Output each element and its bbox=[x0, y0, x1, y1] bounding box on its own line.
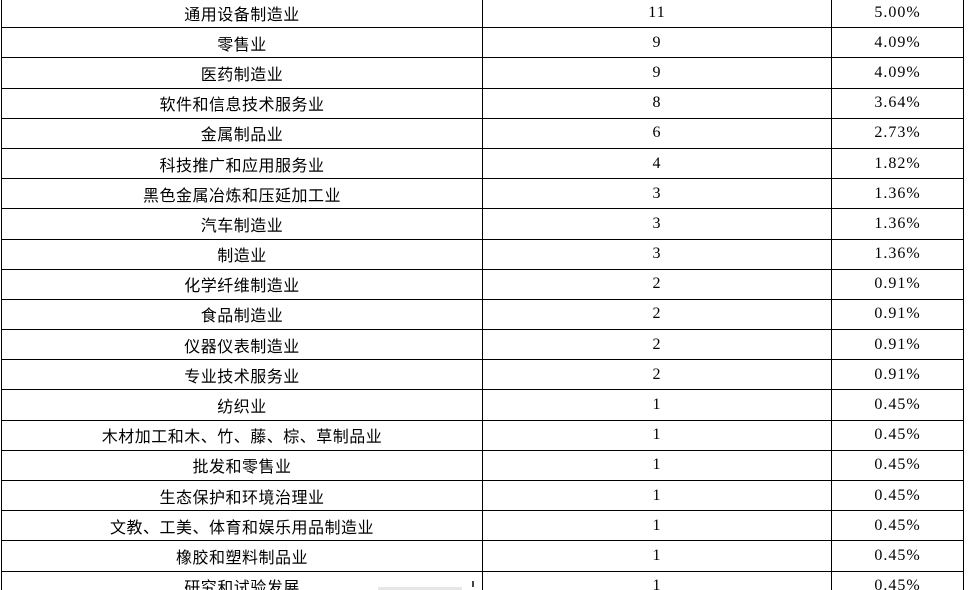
count-cell[interactable]: 3 bbox=[482, 238, 832, 270]
count-cell[interactable]: 6 bbox=[482, 117, 832, 149]
table-row: 橡胶和塑料制品业 1 0.45% bbox=[1, 540, 964, 572]
table-row: 生态保护和环境治理业 1 0.45% bbox=[1, 479, 964, 512]
industry-cell[interactable]: 文教、工美、体育和娱乐用品制造业 bbox=[1, 510, 483, 542]
table-row: 通用设备制造业 11 5.00% bbox=[1, 0, 964, 29]
table-row: 软件和信息技术服务业 8 3.64% bbox=[1, 87, 964, 119]
percentage-cell[interactable]: 0.45% bbox=[831, 570, 964, 590]
industry-cell[interactable]: 医药制造业 bbox=[1, 57, 483, 89]
percentage-cell[interactable]: 0.91% bbox=[831, 268, 964, 300]
count-cell[interactable]: 9 bbox=[482, 27, 832, 59]
percentage-cell[interactable]: 2.73% bbox=[831, 117, 964, 149]
table-row: 仪器仪表制造业 2 0.91% bbox=[1, 329, 964, 361]
industry-cell[interactable]: 仪器仪表制造业 bbox=[1, 329, 483, 361]
percentage-cell[interactable]: 0.45% bbox=[831, 479, 964, 512]
percentage-cell[interactable]: 0.45% bbox=[831, 389, 964, 421]
table-row: 金属制品业 6 2.73% bbox=[1, 117, 964, 149]
table-row: 医药制造业 9 4.09% bbox=[1, 57, 964, 89]
percentage-cell[interactable]: 0.91% bbox=[831, 359, 964, 391]
count-cell[interactable]: 1 bbox=[482, 479, 832, 512]
industry-cell[interactable]: 专业技术服务业 bbox=[1, 359, 483, 391]
count-cell[interactable]: 9 bbox=[482, 57, 832, 89]
table-row: 零售业 9 4.09% bbox=[1, 27, 964, 59]
industry-cell[interactable]: 食品制造业 bbox=[1, 298, 483, 331]
industry-cell[interactable]: 零售业 bbox=[1, 27, 483, 59]
count-cell[interactable]: 2 bbox=[482, 359, 832, 391]
percentage-cell[interactable]: 4.09% bbox=[831, 57, 964, 89]
percentage-cell[interactable]: 1.36% bbox=[831, 208, 964, 240]
industry-cell[interactable]: 纺织业 bbox=[1, 389, 483, 421]
count-cell[interactable]: 1 bbox=[482, 510, 832, 542]
table-row: 科技推广和应用服务业 4 1.82% bbox=[1, 147, 964, 180]
percentage-cell[interactable]: 5.00% bbox=[831, 0, 964, 29]
industry-cell[interactable]: 化学纤维制造业 bbox=[1, 268, 483, 300]
count-cell[interactable]: 1 bbox=[482, 540, 832, 572]
percentage-cell[interactable]: 0.45% bbox=[831, 540, 964, 572]
percentage-cell[interactable]: 3.64% bbox=[831, 87, 964, 119]
percentage-cell[interactable]: 0.91% bbox=[831, 329, 964, 361]
industry-cell[interactable]: 橡胶和塑料制品业 bbox=[1, 540, 483, 572]
percentage-cell[interactable]: 0.45% bbox=[831, 419, 964, 451]
table-row: 纺织业 1 0.45% bbox=[1, 389, 964, 421]
cropped-element-fragment bbox=[472, 581, 474, 587]
industry-cell[interactable]: 木材加工和木、竹、藤、棕、草制品业 bbox=[1, 419, 483, 451]
industry-cell[interactable]: 汽车制造业 bbox=[1, 208, 483, 240]
percentage-cell[interactable]: 4.09% bbox=[831, 27, 964, 59]
count-cell[interactable]: 1 bbox=[482, 389, 832, 421]
count-cell[interactable]: 3 bbox=[482, 178, 832, 210]
table-row: 批发和零售业 1 0.45% bbox=[1, 449, 964, 482]
table-row: 食品制造业 2 0.91% bbox=[1, 298, 964, 331]
industry-cell[interactable]: 科技推广和应用服务业 bbox=[1, 147, 483, 180]
count-cell[interactable]: 4 bbox=[482, 147, 832, 180]
industry-cell[interactable]: 软件和信息技术服务业 bbox=[1, 87, 483, 119]
table-row: 化学纤维制造业 2 0.91% bbox=[1, 268, 964, 300]
count-cell[interactable]: 11 bbox=[482, 0, 832, 29]
count-cell[interactable]: 2 bbox=[482, 298, 832, 331]
count-cell[interactable]: 1 bbox=[482, 419, 832, 451]
percentage-cell[interactable]: 1.36% bbox=[831, 178, 964, 210]
count-cell[interactable]: 1 bbox=[482, 570, 832, 590]
industry-cell[interactable]: 黑色金属冶炼和压延加工业 bbox=[1, 178, 483, 210]
table-row: 文教、工美、体育和娱乐用品制造业 1 0.45% bbox=[1, 510, 964, 542]
percentage-cell[interactable]: 0.45% bbox=[831, 510, 964, 542]
count-cell[interactable]: 8 bbox=[482, 87, 832, 119]
table-row: 木材加工和木、竹、藤、棕、草制品业 1 0.45% bbox=[1, 419, 964, 451]
percentage-cell[interactable]: 0.91% bbox=[831, 298, 964, 331]
count-cell[interactable]: 3 bbox=[482, 208, 832, 240]
table-row: 制造业 3 1.36% bbox=[1, 238, 964, 270]
percentage-cell[interactable]: 1.36% bbox=[831, 238, 964, 270]
industry-cell[interactable]: 金属制品业 bbox=[1, 117, 483, 149]
table-row: 黑色金属冶炼和压延加工业 3 1.36% bbox=[1, 178, 964, 210]
industry-cell[interactable]: 制造业 bbox=[1, 238, 483, 270]
industry-cell[interactable]: 通用设备制造业 bbox=[1, 0, 483, 29]
percentage-cell[interactable]: 0.45% bbox=[831, 449, 964, 482]
table-row: 研究和试验发展 1 0.45% bbox=[1, 570, 964, 590]
count-cell[interactable]: 2 bbox=[482, 329, 832, 361]
table-row: 专业技术服务业 2 0.91% bbox=[1, 359, 964, 391]
cropped-element-fragment bbox=[378, 587, 462, 590]
count-cell[interactable]: 1 bbox=[482, 449, 832, 482]
percentage-cell[interactable]: 1.82% bbox=[831, 147, 964, 180]
table-row: 汽车制造业 3 1.36% bbox=[1, 208, 964, 240]
industry-cell[interactable]: 生态保护和环境治理业 bbox=[1, 479, 483, 512]
count-cell[interactable]: 2 bbox=[482, 268, 832, 300]
industry-cell[interactable]: 批发和零售业 bbox=[1, 449, 483, 482]
